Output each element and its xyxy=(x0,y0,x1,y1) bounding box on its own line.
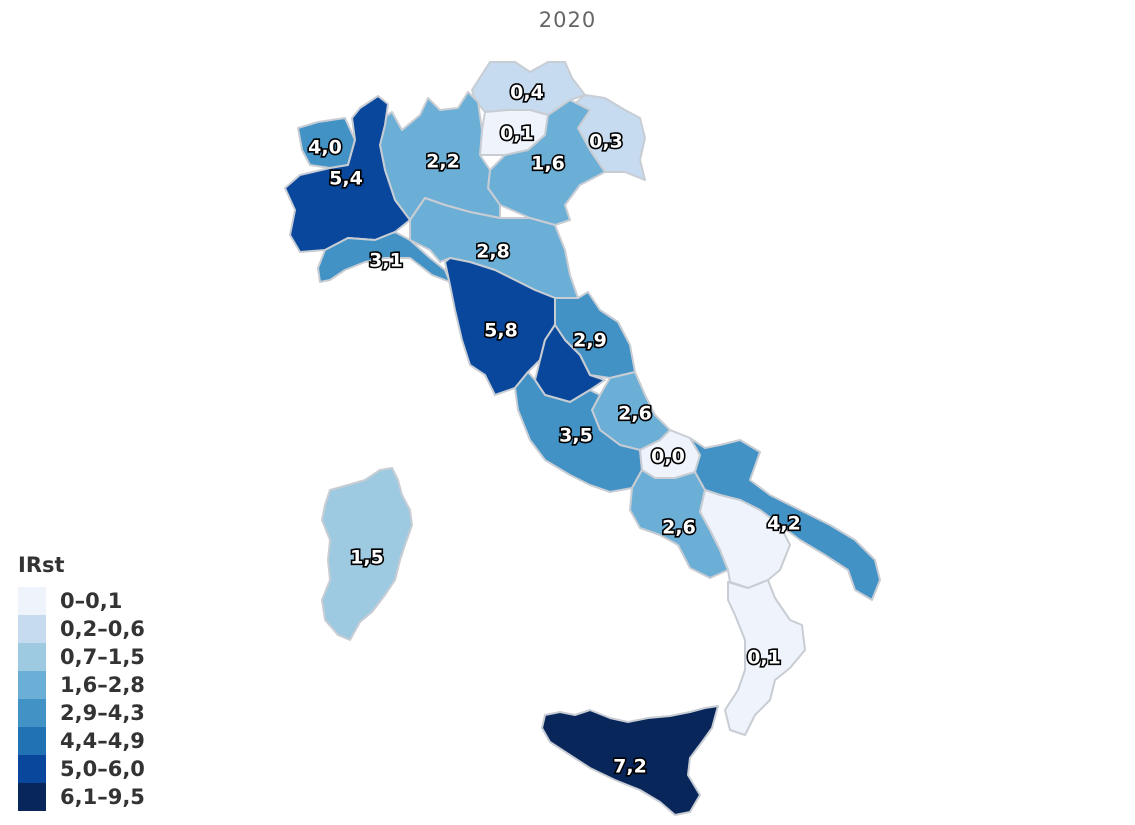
legend-item[interactable]: 0,2–0,6 xyxy=(18,615,145,643)
value-label-liguria: 3,1 xyxy=(369,250,403,272)
value-label-calabria: 0,1 xyxy=(747,647,781,669)
legend-item[interactable]: 2,9–4,3 xyxy=(18,699,145,727)
value-label-lazio: 3,5 xyxy=(559,425,593,447)
value-label-emilia-romagna: 2,8 xyxy=(476,241,510,263)
region-veneto[interactable] xyxy=(487,99,606,226)
value-label-valle-d-aosta: 4,0 xyxy=(308,137,342,159)
value-label-friuli: 0,3 xyxy=(589,131,623,153)
region-lazio[interactable] xyxy=(514,371,643,493)
value-label-marche: 2,9 xyxy=(573,330,607,352)
legend-label: 0,2–0,6 xyxy=(60,617,145,641)
region-sicilia[interactable] xyxy=(541,705,719,816)
legend-swatch xyxy=(18,671,46,699)
legend-label: 6,1–9,5 xyxy=(60,785,145,809)
value-label-toscana: 5,8 xyxy=(484,320,518,342)
legend-item[interactable]: 6,1–9,5 xyxy=(18,783,145,811)
legend-label: 2,9–4,3 xyxy=(60,701,145,725)
legend-swatch xyxy=(18,783,46,811)
region-sardegna[interactable] xyxy=(321,467,413,641)
legend: IRst 0–0,1 0,2–0,6 0,7–1,5 1,6–2,8 2,9–4… xyxy=(18,553,145,811)
legend-swatch xyxy=(18,615,46,643)
value-label-puglia: 4,2 xyxy=(767,513,801,535)
region-calabria[interactable] xyxy=(724,579,806,736)
map-title: 2020 xyxy=(538,8,597,32)
value-label-sicilia: 7,2 xyxy=(613,756,647,778)
legend-item[interactable]: 0,7–1,5 xyxy=(18,643,145,671)
legend-item[interactable]: 5,0–6,0 xyxy=(18,755,145,783)
value-label-campania: 2,6 xyxy=(662,517,696,539)
legend-title: IRst xyxy=(18,553,65,577)
legend-swatch xyxy=(18,727,46,755)
value-label-sardegna: 1,5 xyxy=(350,547,384,569)
legend-swatch xyxy=(18,587,46,615)
value-label-veneto: 1,6 xyxy=(531,153,565,175)
legend-label: 0–0,1 xyxy=(60,589,123,613)
value-label-alto-adige: 0,4 xyxy=(510,82,544,104)
value-label-molise: 0,0 xyxy=(651,446,685,468)
legend-label: 0,7–1,5 xyxy=(60,645,145,669)
value-label-abruzzo: 2,6 xyxy=(618,403,652,425)
value-label-lombardia: 2,2 xyxy=(426,151,460,173)
value-label-trentino: 0,1 xyxy=(500,123,534,145)
legend-item[interactable]: 0–0,1 xyxy=(18,587,145,615)
legend-swatch xyxy=(18,755,46,783)
legend-item[interactable]: 1,6–2,8 xyxy=(18,671,145,699)
value-label-piemonte: 5,4 xyxy=(329,168,363,190)
legend-label: 4,4–4,9 xyxy=(60,729,145,753)
legend-label: 1,6–2,8 xyxy=(60,673,145,697)
legend-swatch xyxy=(18,643,46,671)
legend-label: 5,0–6,0 xyxy=(60,757,145,781)
legend-swatch xyxy=(18,699,46,727)
legend-item[interactable]: 4,4–4,9 xyxy=(18,727,145,755)
